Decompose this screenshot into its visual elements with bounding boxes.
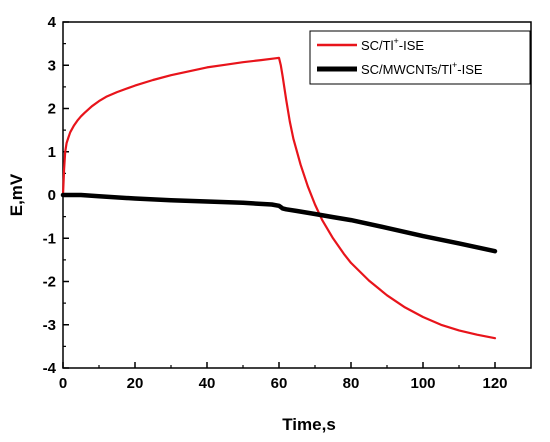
y-tick-label: 1 [48, 144, 56, 161]
x-axis-title: Time,s [282, 415, 336, 434]
y-tick-label: -2 [43, 274, 56, 291]
y-tick-label: 4 [48, 14, 57, 31]
y-tick-label: -4 [43, 360, 57, 377]
legend-label-series-2-main: SC/MWCNTs/Tl [361, 62, 452, 77]
legend-entry-series-1: SC/Tl+-ISE [317, 36, 424, 53]
legend-label-series-1-main: SC/Tl [361, 38, 394, 53]
y-axis-ticks: -4 -3 -2 -1 0 1 2 3 4 [43, 14, 69, 377]
y-axis-title: E,mV [7, 173, 26, 216]
legend-box [309, 30, 531, 85]
series-line-2 [60, 192, 498, 254]
y-tick-label: 2 [48, 101, 56, 118]
x-tick-label: 100 [410, 375, 435, 392]
x-tick-label: 60 [271, 375, 288, 392]
legend-label-series-1: SC/Tl+-ISE [361, 36, 424, 53]
legend-label-series-2-sup: + [452, 60, 457, 70]
legend-label-series-1-tail: -ISE [399, 38, 425, 53]
legend: SC/Tl+-ISE SC/MWCNTs/Tl+-ISE [309, 30, 531, 85]
y-tick-label: 3 [48, 57, 56, 74]
x-tick-label: 40 [199, 375, 216, 392]
y-tick-label: -1 [43, 230, 56, 247]
y-tick-label: 0 [48, 187, 56, 204]
x-axis-ticks: 0 20 40 60 80 100 120 [59, 362, 508, 392]
series-layer [60, 56, 498, 340]
legend-label-series-2-tail: -ISE [457, 62, 483, 77]
x-tick-label: 120 [482, 375, 507, 392]
legend-entry-series-2: SC/MWCNTs/Tl+-ISE [317, 60, 483, 77]
series-line-1 [61, 56, 497, 340]
x-tick-label: 20 [127, 375, 144, 392]
x-tick-label: 80 [343, 375, 360, 392]
y-tick-label: -3 [43, 317, 56, 334]
x-tick-label: 0 [59, 375, 67, 392]
legend-label-series-2: SC/MWCNTs/Tl+-ISE [361, 60, 483, 77]
legend-label-series-1-sup: + [394, 36, 399, 46]
